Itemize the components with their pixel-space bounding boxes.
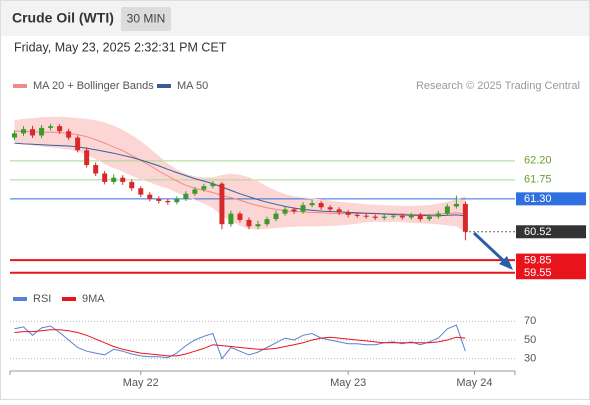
candle-body [228,213,234,225]
x-tick-label: May 24 [456,377,492,389]
legend-label: RSI [33,293,51,305]
candle-body [156,198,162,201]
legend-swatch [13,84,27,88]
interval: 30 MIN [127,12,166,26]
candle-body [21,129,27,134]
bollinger-band [14,117,466,232]
header-band [1,1,589,36]
candle-body [345,212,351,215]
candle-body [147,194,153,199]
level-label: 62.20 [524,155,552,167]
arrow-shaft [472,231,508,265]
legend-label: MA 50 [177,80,208,92]
moving-average [14,142,466,217]
y-tick-label: 70 [524,315,536,327]
candle-body [183,193,189,199]
legend-swatch [62,297,76,301]
forecast-arrow [472,231,513,270]
legend-swatch [13,297,27,301]
legend-swatch [157,84,171,88]
candle-body [120,177,126,182]
x-tick-label: May 23 [330,377,366,389]
candle-body [75,137,81,151]
candle-body [255,224,261,227]
candle-body [57,126,63,132]
candle-body [426,216,432,220]
x-tick-label: May 22 [123,377,159,389]
candle-body [417,214,423,220]
level-label: 61.75 [524,174,552,186]
candle-body [12,133,18,138]
candle-body [300,205,306,212]
legend-label: MA 20 + Bollinger Bands [33,80,154,92]
candle-body [318,203,324,208]
level-label: 59.85 [524,254,552,266]
candle-body [354,214,360,216]
candle-body [273,213,279,220]
candle-body [336,209,342,213]
candle-body [309,203,315,206]
level-badge [516,253,586,267]
candle-body [435,213,441,217]
plot: MA 20 + Bollinger Bands MA 50 62.20 61.75 61… [9,80,586,389]
rsi-line [14,329,466,357]
candle-body [201,186,207,190]
candle-body [408,214,414,218]
candle-body [129,181,135,189]
level-badge [516,225,586,239]
candle-body [363,215,369,217]
moving-average [14,130,466,215]
level-badge [516,266,586,280]
level-label: 60.52 [524,226,552,238]
level-badge [516,192,586,206]
candle-body [111,177,117,182]
candle-body [39,127,45,136]
y-tick-label: 50 [524,334,536,346]
rsi-line [14,324,466,360]
candle-body [327,207,333,210]
candle-body [84,150,90,166]
candle-body [93,165,99,174]
candle-body [66,131,72,138]
candle-body [192,189,198,194]
candle-body [174,198,180,203]
band-lower [14,141,466,232]
y-tick-label: 30 [524,353,536,365]
credit: Research © 2025 Trading Central [416,80,580,92]
candle-body [219,183,225,225]
candle-body [138,188,144,195]
legend-label: 9MA [82,293,105,305]
band-upper [14,116,466,207]
candle-body [246,219,252,227]
candle-body [264,219,270,225]
candle-body [210,183,216,187]
candle-body [399,215,405,218]
candle-body [381,216,387,218]
candle-body [372,216,378,218]
candle-body [30,129,36,136]
candle-body [165,200,171,203]
candle-body [453,203,459,207]
arrow-head [499,256,513,270]
candle-body [48,126,54,128]
level-label: 61.30 [524,193,552,205]
candle-body [237,213,243,220]
candle-body [390,215,396,217]
interval-badge [121,7,171,31]
candle-body [462,203,468,232]
candle-body [102,173,108,182]
candle-body [444,206,450,214]
candle-body [282,209,288,214]
timestamp: Friday, May 23, 2025 2:32:31 PM CET [14,40,227,54]
candle-body [291,209,297,212]
level-label: 59.55 [524,267,552,279]
instrument-title: Crude Oil (WTI) [12,10,114,26]
